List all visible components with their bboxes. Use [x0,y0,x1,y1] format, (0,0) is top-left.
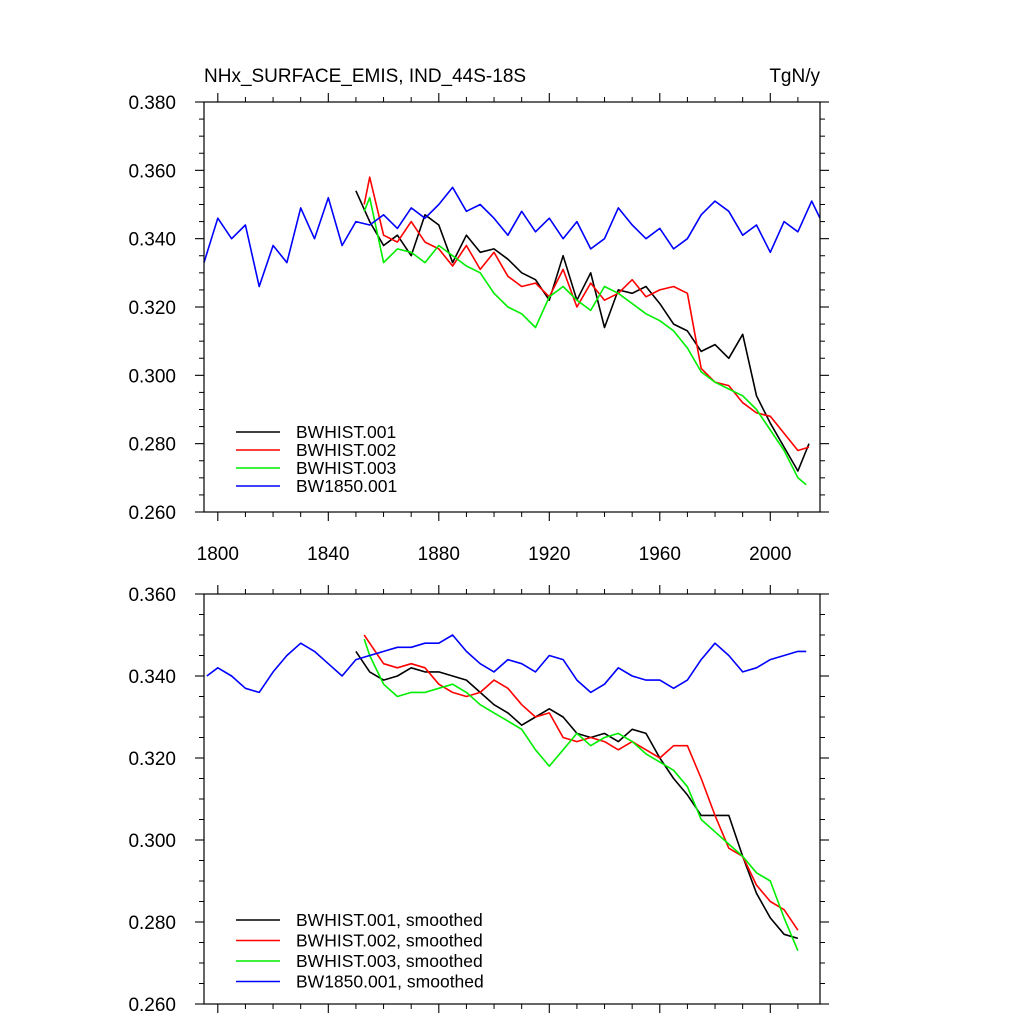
series-line-0-0 [355,190,810,472]
legend-label: BWHIST.003 [296,458,396,478]
x-tick-label: 2000 [749,544,791,565]
y-tick-label: 0.320 [128,298,176,319]
y-tick-label: 0.280 [128,435,176,456]
top-panel: 1800 1840 1880 1920 1960 2000 0.260 0.280 0.300 0… [128,66,829,565]
series-line-0-2 [363,196,807,486]
legend-label: BWHIST.002, smoothed [296,931,483,951]
legend-label: BWHIST.001 [296,422,396,442]
legend-label: BWHIST.002 [296,440,396,460]
x-tick-label: 1960 [639,544,681,565]
y-tick-label: 0.360 [128,585,176,606]
y-tick-label: 0.300 [128,366,176,387]
x-tick-label: 1920 [528,544,570,565]
units-label: TgN/y [769,66,820,87]
chart-title: NHx_SURFACE_EMIS, IND_44S-18S [204,66,526,87]
x-tick-label: 1800 [197,544,239,565]
series-line-1-2 [363,638,799,952]
y-tick-label: 0.340 [128,230,176,251]
bottom-panel: 0.260 0.280 0.300 0.320 0.340 0.360 BWHIST.001… [128,585,829,1016]
y-tick-label: 0.320 [128,749,176,770]
y-tick-label: 0.260 [128,503,176,524]
y-tick-label: 0.300 [128,831,176,852]
series-line-1-0 [355,650,799,940]
legend-label: BWHIST.001, smoothed [296,910,483,930]
y-tick-label: 0.360 [128,161,176,182]
legend-label: BW1850.001, smoothed [296,972,484,992]
legend-label: BWHIST.003, smoothed [296,951,483,971]
y-tick-label: 0.380 [128,93,176,114]
series-line-0-1 [363,176,810,452]
x-tick-label: 1840 [307,544,349,565]
series-line-1-1 [363,634,799,931]
legend-label: BW1850.001 [296,476,397,496]
y-tick-label: 0.280 [128,913,176,934]
series-line-0-3 [203,186,821,288]
y-tick-label: 0.340 [128,667,176,688]
series-line-1-3 [206,634,807,694]
x-tick-label: 1880 [418,544,460,565]
y-tick-label: 0.260 [128,995,176,1016]
